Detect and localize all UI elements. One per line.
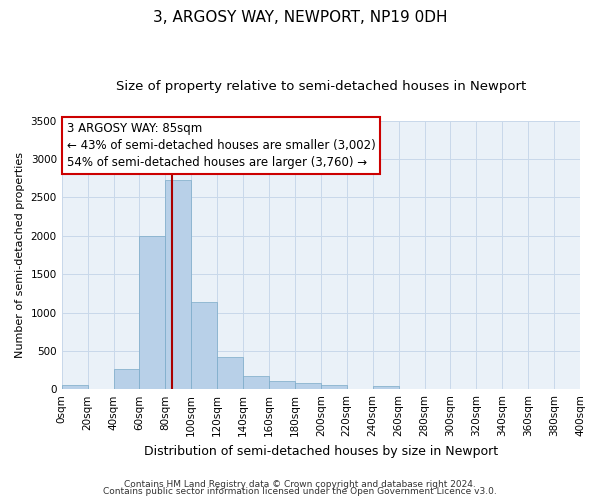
Bar [62, 386, 88, 390]
Text: 3 ARGOSY WAY: 85sqm
← 43% of semi-detached houses are smaller (3,002)
54% of sem: 3 ARGOSY WAY: 85sqm ← 43% of semi-detach… [67, 122, 376, 169]
Bar [398, 388, 425, 390]
Bar [373, 386, 398, 390]
X-axis label: Distribution of semi-detached houses by size in Newport: Distribution of semi-detached houses by … [144, 444, 498, 458]
Y-axis label: Number of semi-detached properties: Number of semi-detached properties [15, 152, 25, 358]
Bar [295, 383, 321, 390]
Title: Size of property relative to semi-detached houses in Newport: Size of property relative to semi-detach… [116, 80, 526, 93]
Bar [139, 236, 166, 390]
Bar [191, 302, 217, 390]
Bar [113, 368, 139, 390]
Bar [166, 180, 191, 390]
Text: 3, ARGOSY WAY, NEWPORT, NP19 0DH: 3, ARGOSY WAY, NEWPORT, NP19 0DH [153, 10, 447, 25]
Bar [243, 376, 269, 390]
Bar [321, 385, 347, 390]
Text: Contains HM Land Registry data © Crown copyright and database right 2024.: Contains HM Land Registry data © Crown c… [124, 480, 476, 489]
Text: Contains public sector information licensed under the Open Government Licence v3: Contains public sector information licen… [103, 488, 497, 496]
Bar [269, 381, 295, 390]
Bar [217, 357, 243, 390]
